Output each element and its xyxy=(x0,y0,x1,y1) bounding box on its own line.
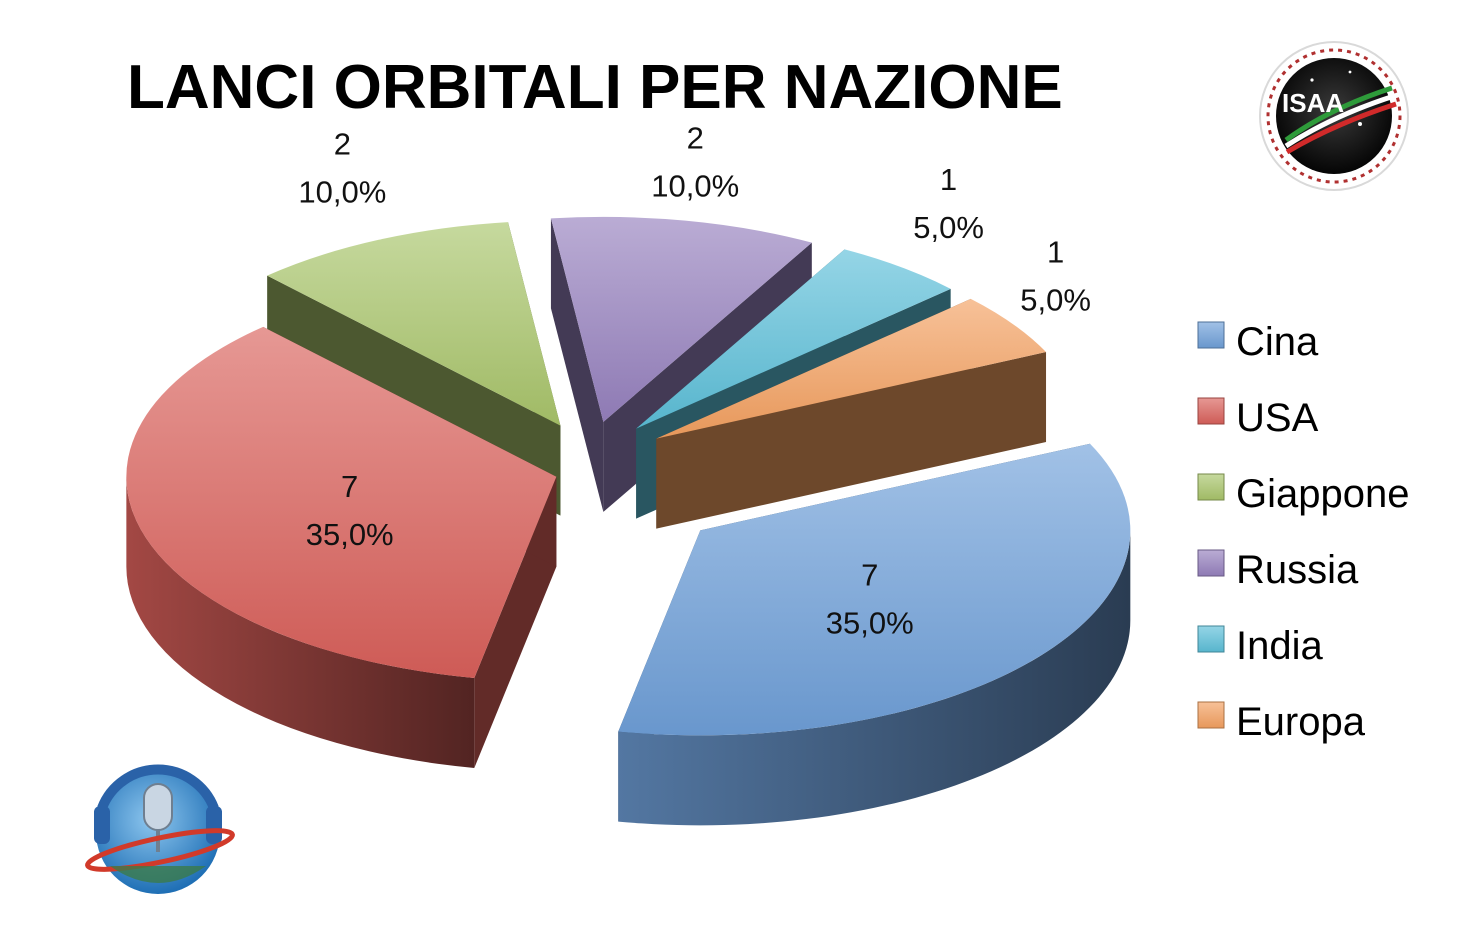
data-label-percent: 5,0% xyxy=(1020,282,1091,317)
data-label-percent: 10,0% xyxy=(651,169,739,204)
isaa-logo: ISAA xyxy=(1259,41,1409,191)
pie-tops xyxy=(126,216,1131,736)
legend-item-giappone: Giappone xyxy=(1236,472,1409,516)
chart-title: LANCI ORBITALI PER NAZIONE xyxy=(127,53,1063,122)
data-label-value: 7 xyxy=(341,469,358,504)
data-label-percent: 35,0% xyxy=(306,517,394,552)
slice-europa xyxy=(656,298,1047,439)
legend-item-russia: Russia xyxy=(1236,548,1359,592)
slice-russia xyxy=(550,216,812,422)
data-label-value: 7 xyxy=(861,557,878,592)
data-label-value: 2 xyxy=(687,121,704,156)
slice-cina xyxy=(618,443,1131,736)
data-label-value: 1 xyxy=(940,162,957,197)
legend-swatch xyxy=(1197,625,1225,653)
data-label-value: 1 xyxy=(1047,234,1064,269)
astronauticast-logo xyxy=(85,764,235,894)
legend: Cina USA Giappone Russia India Europa xyxy=(1197,320,1409,744)
data-labels: 7 35,0% 7 35,0% 2 10,0% 2 10,0% 1 5,0% 1 5,0% xyxy=(298,121,1091,641)
slice-giappone xyxy=(267,222,561,426)
slice-usa xyxy=(126,326,557,678)
legend-item-usa: USA xyxy=(1236,396,1319,440)
data-label-percent: 10,0% xyxy=(298,175,386,210)
legend-item-cina: Cina xyxy=(1236,320,1319,364)
legend-item-india: India xyxy=(1236,624,1323,668)
legend-swatch xyxy=(1197,397,1225,425)
legend-swatch xyxy=(1197,701,1225,729)
legend-swatch xyxy=(1197,549,1225,577)
slice-india xyxy=(636,249,951,429)
legend-swatch xyxy=(1197,321,1225,349)
data-label-percent: 35,0% xyxy=(826,605,914,640)
data-label-value: 2 xyxy=(334,127,351,162)
legend-item-europa: Europa xyxy=(1236,700,1366,744)
isaa-logo-text: ISAA xyxy=(1282,88,1344,118)
data-label-percent: 5,0% xyxy=(913,210,984,245)
legend-swatch xyxy=(1197,473,1225,501)
